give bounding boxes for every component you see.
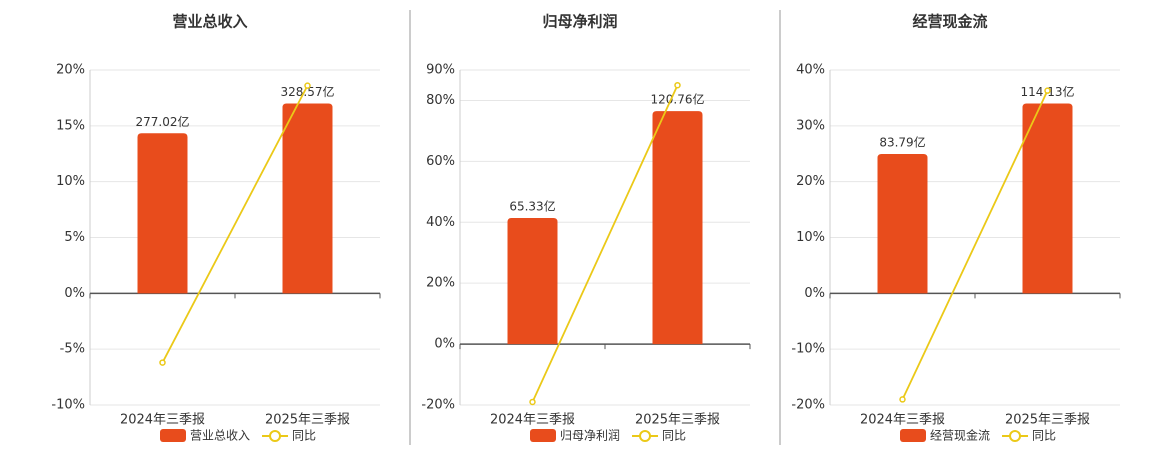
y-tick-label: -20% [791,398,825,413]
line-point [899,396,906,403]
y-tick-label: 40% [796,63,825,78]
value-label: 83.79亿 [879,134,925,149]
bar [282,103,333,294]
y-tick-label: 5% [64,230,85,245]
legend-label: 同比 [662,429,686,443]
y-tick-label: 20% [56,63,85,78]
line-point [1044,87,1051,94]
legend-label: 营业总收入 [190,429,250,443]
legend-swatch [160,429,186,442]
x-tick-label: 2025年三季报 [265,413,350,428]
y-tick-label: 10% [796,230,825,245]
x-tick-label: 2024年三季报 [120,413,205,428]
y-tick-label: -10% [51,398,85,413]
x-tick-label: 2024年三季报 [860,413,945,428]
legend-label: 归母净利润 [560,429,620,443]
y-tick-label: 60% [426,154,455,169]
y-tick-label: 20% [796,174,825,189]
line [531,84,679,403]
x-tick-label: 2025年三季报 [635,413,720,428]
y-tick-label: 80% [426,93,455,108]
legend-swatch [530,429,556,442]
y-tick-label: -10% [791,342,825,357]
y-tick-label: 30% [796,118,825,133]
bar [652,111,703,345]
line-point [529,398,536,406]
chart-title: 归母净利润 [542,13,617,31]
y-tick-label: 0% [64,286,85,301]
y-tick-label: 0% [804,286,825,301]
legend-swatch [1009,430,1022,442]
legend-swatch [269,430,282,442]
y-tick-label: 40% [426,215,455,230]
legend-label: 同比 [1032,429,1056,443]
y-tick-label: 20% [426,276,455,291]
y-tick-label: -20% [421,398,455,413]
legend-label: 经营现金流 [930,428,990,443]
y-tick-label: 0% [434,337,455,352]
value-label: 120.76亿 [651,92,705,107]
bar [507,218,558,345]
legend-swatch [900,429,926,442]
bar [1022,103,1073,294]
bar [137,133,188,294]
line-point [674,81,681,89]
y-tick-label: 90% [426,63,455,78]
x-tick-label: 2024年三季报 [490,413,575,428]
line [161,85,309,363]
value-label: 328.57亿 [281,84,335,99]
line-point [304,82,311,89]
chart-title: 经营现金流 [912,13,987,31]
legend-label: 同比 [292,429,316,443]
x-tick-label: 2025年三季报 [1005,413,1090,428]
y-tick-label: 10% [56,174,85,189]
chart-title: 营业总收入 [172,13,247,31]
line [901,90,1049,400]
bar [877,153,928,294]
y-tick-label: -5% [60,342,85,357]
legend-swatch [639,430,652,442]
y-tick-label: 15% [56,118,85,133]
value-label: 65.33亿 [509,199,555,214]
line-point [159,359,166,366]
value-label: 277.02亿 [136,114,190,129]
